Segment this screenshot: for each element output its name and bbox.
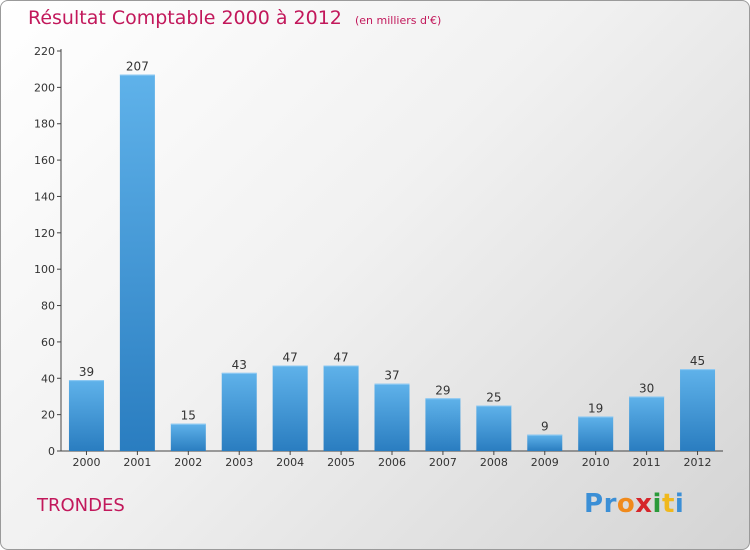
chart-title-main: Résultat Comptable 2000 à 2012	[28, 7, 342, 29]
bar-2002	[170, 423, 206, 451]
proxiti-logo: Proxiti	[584, 489, 684, 519]
x-tick-label: 2009	[531, 456, 559, 469]
y-tick-label: 160	[34, 154, 55, 167]
commune-name: TRONDES	[37, 495, 125, 516]
bar-value-label: 39	[79, 365, 94, 379]
logo-letter: x	[635, 489, 653, 519]
x-tick-label: 2000	[72, 456, 100, 469]
y-tick-label: 200	[34, 81, 55, 94]
bar-value-label: 19	[588, 401, 603, 415]
x-tick-label: 2006	[378, 456, 406, 469]
y-tick-label: 40	[41, 372, 55, 385]
bar-value-label: 37	[384, 369, 399, 383]
y-tick-label: 80	[41, 300, 55, 313]
bar-value-label: 43	[232, 358, 247, 372]
chart-x-ticks: 2000 2001 2002 2003 2004 2005 2006 2007 2008 2009…	[72, 451, 712, 469]
bar-value-label: 9	[541, 420, 549, 434]
bar-value-label: 29	[435, 383, 450, 397]
chart-title: Résultat Comptable 2000 à 2012 (en milli…	[28, 7, 441, 29]
y-tick-label: 120	[34, 227, 55, 240]
x-tick-label: 2001	[123, 456, 151, 469]
y-tick-label: 100	[34, 263, 55, 276]
logo-letter: i	[674, 489, 685, 519]
chart-title-unit: (en milliers d'€)	[354, 14, 442, 27]
bar-value-label: 25	[486, 391, 501, 405]
logo-letter: i	[652, 489, 662, 519]
logo-letter: t	[661, 489, 675, 519]
bar-value-label: 30	[639, 381, 654, 395]
bar-2007	[425, 398, 461, 451]
bar-2010	[578, 416, 614, 451]
x-tick-label: 2005	[327, 456, 355, 469]
x-tick-label: 2003	[225, 456, 253, 469]
y-tick-label: 140	[34, 190, 55, 203]
bar-2009	[527, 434, 563, 451]
chart-y-ticks: 0 20 40 60 80 100 120 140 160 180 200 220	[34, 45, 61, 458]
bar-2012	[680, 369, 716, 451]
logo-letter: o	[616, 489, 636, 519]
bar-2004	[272, 365, 308, 451]
x-tick-label: 2008	[480, 456, 508, 469]
bar-2001	[119, 74, 155, 452]
x-tick-label: 2010	[582, 456, 610, 469]
bar-2006	[374, 383, 410, 451]
bar-2005	[323, 365, 359, 451]
bar-2011	[629, 396, 665, 451]
y-tick-label: 20	[41, 409, 55, 422]
bar-2000	[68, 380, 104, 451]
bar-2003	[221, 372, 257, 451]
x-tick-label: 2012	[684, 456, 712, 469]
x-tick-label: 2007	[429, 456, 457, 469]
bar-value-label: 45	[690, 354, 705, 368]
bar-value-label: 15	[181, 409, 196, 423]
x-tick-label: 2011	[633, 456, 661, 469]
bar-value-label: 207	[126, 60, 149, 74]
logo-letter: P	[584, 489, 604, 519]
chart-data-labels: 39 207 15 43 47 47 37 29 25 9 19 30 45	[79, 60, 705, 434]
x-tick-label: 2004	[276, 456, 304, 469]
bar-value-label: 47	[283, 351, 298, 365]
y-tick-label: 60	[41, 336, 55, 349]
y-tick-label: 180	[34, 118, 55, 131]
logo-letter: r	[603, 489, 617, 519]
y-tick-label: 0	[48, 445, 55, 458]
bar-2008	[476, 405, 512, 451]
x-tick-label: 2002	[174, 456, 202, 469]
bar-value-label: 47	[333, 351, 348, 365]
y-tick-label: 220	[34, 45, 55, 58]
chart-bars	[68, 74, 716, 452]
